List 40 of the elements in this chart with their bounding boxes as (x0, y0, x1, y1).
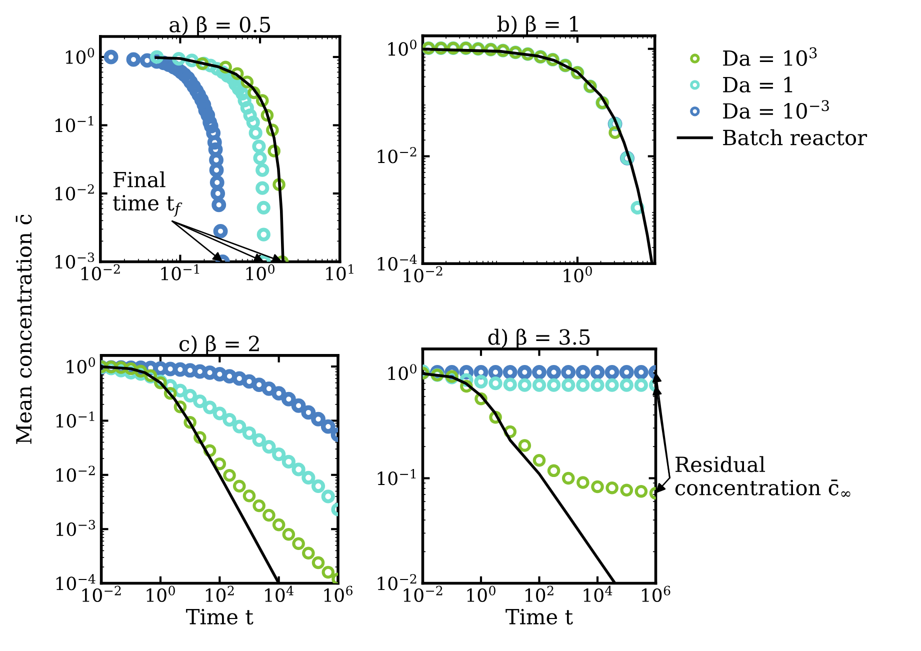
y-tick-label: 10$^{−2}$ (55, 184, 94, 200)
y-tick-label: 10$^{−3}$ (56, 520, 96, 536)
chart-title: d) β = 3.5 (488, 328, 590, 349)
y-axis-title: Mean concentration c̄ (16, 214, 32, 444)
annotation: Residual concentration c̄$_{∞}$ (675, 456, 850, 497)
x-tick-label: 10$^{0}$ (467, 586, 496, 602)
x-tick-label: 10$^{4}$ (265, 586, 294, 602)
x-axis-title: Time t (506, 608, 573, 625)
x-tick-label: 10$^{0}$ (564, 266, 592, 282)
y-tick-label: 10$^{−1}$ (56, 411, 94, 428)
x-tick-label: 10$^{1}$ (326, 264, 354, 280)
legend-label: Batch reactor (723, 129, 868, 146)
x-tick-label: 10$^{2}$ (206, 586, 234, 602)
x-tick-label: 10$^{−2}$ (404, 266, 442, 282)
y-tick-label: 10$^{−2}$ (56, 466, 95, 482)
x-tick-label: 10$^{6}$ (324, 586, 353, 602)
legend-label: Da = 1 (723, 76, 792, 93)
x-tick-label: 10$^{−2}$ (81, 264, 120, 280)
x-tick-label: 10$^{−2}$ (404, 586, 442, 602)
y-tick-label: 10$^{0}$ (66, 357, 96, 374)
annotation: Final time t$_{f}$ (112, 171, 182, 217)
legend-label: Da = 10$^{3}$ (723, 47, 817, 66)
chart-title: b) β = 1 (497, 16, 578, 36)
x-tick-label: 10$^{6}$ (642, 586, 670, 602)
x-tick-label: 10$^{−1}$ (161, 264, 200, 280)
x-tick-label: 10$^{−2}$ (82, 586, 121, 602)
y-tick-label: 10$^{0}$ (66, 48, 94, 64)
x-tick-label: 10$^{0}$ (146, 586, 175, 602)
y-tick-label: 10$^{0}$ (388, 364, 416, 380)
x-axis-title: Time t (186, 608, 254, 625)
y-tick-label: 10$^{0}$ (388, 40, 416, 56)
chart-title: c) β = 2 (179, 335, 259, 356)
x-tick-label: 10$^{2}$ (526, 586, 554, 602)
legend-label: Da = 10$^{−3}$ (723, 100, 829, 119)
y-tick-label: 10$^{−1}$ (55, 116, 94, 132)
x-tick-label: 10$^{0}$ (246, 264, 274, 280)
y-tick-label: 10$^{−2}$ (378, 147, 416, 164)
chart-title: a) β = 0.5 (170, 16, 270, 36)
x-tick-label: 10$^{4}$ (584, 586, 612, 602)
y-tick-label: 10$^{−1}$ (378, 469, 416, 486)
